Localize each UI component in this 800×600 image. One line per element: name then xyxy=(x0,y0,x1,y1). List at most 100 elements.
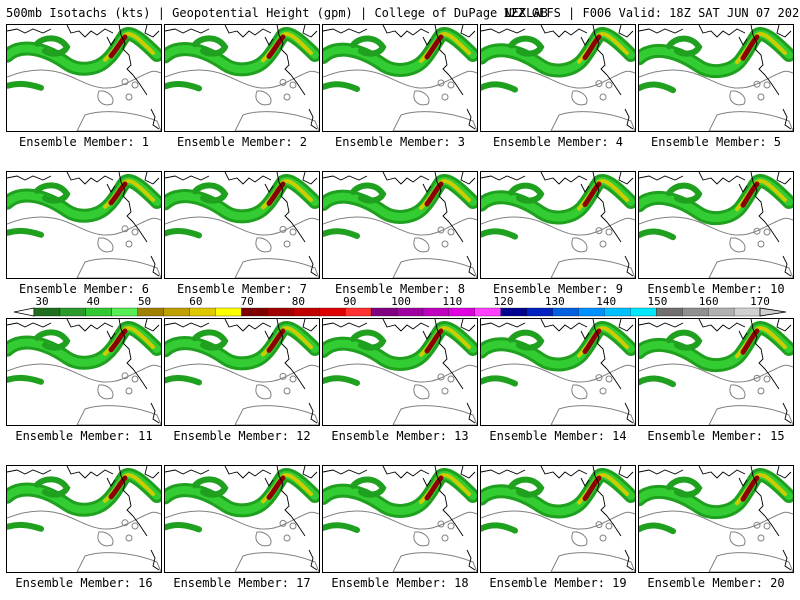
jet-stream-band xyxy=(108,328,128,353)
jet-stream-band xyxy=(7,227,44,238)
jet-stream-band xyxy=(508,329,545,351)
height-contour xyxy=(708,552,793,572)
coastline xyxy=(738,36,748,46)
coastline xyxy=(106,183,116,193)
height-contour xyxy=(708,111,793,131)
height-contour xyxy=(255,237,272,253)
jet-stream-band xyxy=(424,181,444,207)
coastline xyxy=(592,466,608,517)
coastline xyxy=(434,466,450,517)
height-contour xyxy=(121,78,129,86)
coastline xyxy=(7,175,52,181)
jet-stream-band xyxy=(481,375,518,387)
coastline xyxy=(308,549,318,571)
height-contour xyxy=(599,240,607,248)
coastline xyxy=(618,25,634,38)
colorbar-swatch xyxy=(215,307,242,317)
jet-stream-band xyxy=(192,35,229,57)
coastline xyxy=(639,28,684,34)
colorbar-swatch xyxy=(552,307,579,317)
height-contour xyxy=(283,387,291,395)
jet-stream-band xyxy=(7,521,44,532)
height-contour xyxy=(234,552,319,572)
coastline xyxy=(323,469,368,475)
colorbar-tick-label: 70 xyxy=(240,295,254,308)
height-contour xyxy=(131,228,139,236)
jet-stream-band xyxy=(740,475,760,502)
colorbar-tick-label: 130 xyxy=(544,295,565,308)
jet-stream-band xyxy=(666,476,703,498)
map-canvas xyxy=(481,25,635,131)
height-contour xyxy=(447,228,455,236)
height-contour xyxy=(165,510,319,530)
coastline xyxy=(66,319,114,332)
member-label: Ensemble Member: 7 xyxy=(176,282,308,296)
coastline xyxy=(264,330,274,340)
jet-stream-band xyxy=(666,35,703,57)
coastline xyxy=(224,466,272,479)
ensemble-panel xyxy=(164,465,320,573)
coastline xyxy=(224,172,272,185)
height-contour xyxy=(481,510,635,530)
colorbar-swatch xyxy=(189,307,216,317)
coastline xyxy=(118,319,134,370)
height-contour xyxy=(7,216,161,236)
colorbar-tick-label: 120 xyxy=(493,295,514,308)
ensemble-panel xyxy=(480,465,636,573)
coastline xyxy=(738,183,748,193)
height-contour xyxy=(283,240,291,248)
coastline xyxy=(165,469,210,475)
height-contour xyxy=(437,373,445,381)
height-contour xyxy=(729,531,746,547)
coastline xyxy=(639,322,684,328)
coastline xyxy=(132,74,148,96)
height-contour xyxy=(289,81,297,89)
jet-stream-band xyxy=(266,34,286,59)
height-contour xyxy=(76,405,161,425)
coastline xyxy=(624,255,634,277)
colorbar-tick-label: 40 xyxy=(86,295,100,308)
ensemble-panel xyxy=(322,465,478,573)
map-canvas xyxy=(481,172,635,278)
height-contour xyxy=(763,375,771,383)
jet-stream-band xyxy=(740,328,760,355)
coastline xyxy=(66,172,114,185)
coastline xyxy=(540,466,588,479)
height-contour xyxy=(757,93,765,101)
colorbar-tick-label: 100 xyxy=(391,295,411,308)
colorbar-swatch xyxy=(267,307,294,317)
height-contour xyxy=(447,375,455,383)
height-contour xyxy=(76,258,161,278)
colorbar-tick-label: 80 xyxy=(291,295,306,308)
height-contour xyxy=(595,374,603,382)
height-contour xyxy=(97,237,114,253)
jet-stream-band xyxy=(165,228,202,239)
height-contour xyxy=(323,510,477,530)
coastline xyxy=(624,402,634,424)
height-contour xyxy=(76,552,161,572)
coastline xyxy=(276,25,292,76)
coastline xyxy=(106,330,116,340)
jet-stream-band xyxy=(34,182,71,204)
height-contour xyxy=(447,522,455,530)
height-contour xyxy=(437,226,445,234)
member-label: Ensemble Member: 1 xyxy=(18,135,150,149)
map-canvas xyxy=(7,466,161,572)
member-label: Ensemble Member: 18 xyxy=(331,576,469,590)
jet-stream-band xyxy=(323,81,360,92)
jet-stream-band xyxy=(481,81,518,93)
map-canvas xyxy=(165,25,319,131)
map-canvas xyxy=(323,25,477,131)
jet-stream-band xyxy=(424,34,444,60)
height-contour xyxy=(255,531,272,547)
coastline xyxy=(460,172,476,185)
coastline xyxy=(750,319,766,370)
height-contour xyxy=(763,522,771,530)
colorbar-tick-label: 160 xyxy=(698,295,719,308)
height-contour xyxy=(605,81,613,89)
coastline xyxy=(264,477,274,487)
jet-stream-band xyxy=(481,228,518,240)
coastline xyxy=(150,402,160,424)
coastline xyxy=(106,36,116,46)
coastline xyxy=(592,172,608,223)
